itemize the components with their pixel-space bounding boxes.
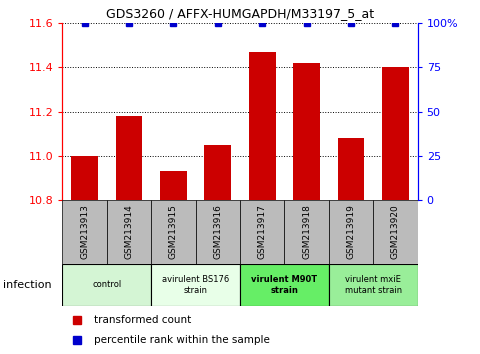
Text: percentile rank within the sample: percentile rank within the sample bbox=[95, 335, 270, 345]
Text: GSM213914: GSM213914 bbox=[124, 205, 133, 259]
Bar bbox=[62, 264, 151, 306]
Bar bbox=[62, 200, 107, 264]
Text: virulent mxiE
mutant strain: virulent mxiE mutant strain bbox=[345, 275, 402, 295]
Bar bbox=[284, 200, 329, 264]
Text: GSM213915: GSM213915 bbox=[169, 204, 178, 259]
Bar bbox=[293, 63, 320, 200]
Text: GSM213917: GSM213917 bbox=[258, 204, 267, 259]
Text: GSM213918: GSM213918 bbox=[302, 204, 311, 259]
Bar bbox=[116, 116, 143, 200]
Bar bbox=[373, 200, 418, 264]
Bar bbox=[107, 200, 151, 264]
Bar bbox=[71, 156, 98, 200]
Text: GSM213920: GSM213920 bbox=[391, 205, 400, 259]
Bar bbox=[240, 200, 285, 264]
Bar bbox=[329, 200, 373, 264]
Bar bbox=[249, 52, 276, 200]
Text: GSM213916: GSM213916 bbox=[213, 204, 222, 259]
Bar bbox=[151, 264, 240, 306]
Text: avirulent BS176
strain: avirulent BS176 strain bbox=[162, 275, 229, 295]
Bar bbox=[160, 171, 187, 200]
Text: infection: infection bbox=[3, 280, 51, 290]
Text: control: control bbox=[92, 280, 121, 290]
Text: virulent M90T
strain: virulent M90T strain bbox=[252, 275, 317, 295]
Text: GSM213913: GSM213913 bbox=[80, 204, 89, 259]
Text: GSM213919: GSM213919 bbox=[347, 204, 356, 259]
Bar bbox=[240, 264, 329, 306]
Bar bbox=[382, 67, 409, 200]
Bar bbox=[196, 200, 240, 264]
Bar bbox=[329, 264, 418, 306]
Bar bbox=[151, 200, 196, 264]
Text: transformed count: transformed count bbox=[95, 315, 192, 325]
Bar bbox=[338, 138, 364, 200]
Bar bbox=[204, 145, 231, 200]
Title: GDS3260 / AFFX-HUMGAPDH/M33197_5_at: GDS3260 / AFFX-HUMGAPDH/M33197_5_at bbox=[106, 7, 374, 21]
